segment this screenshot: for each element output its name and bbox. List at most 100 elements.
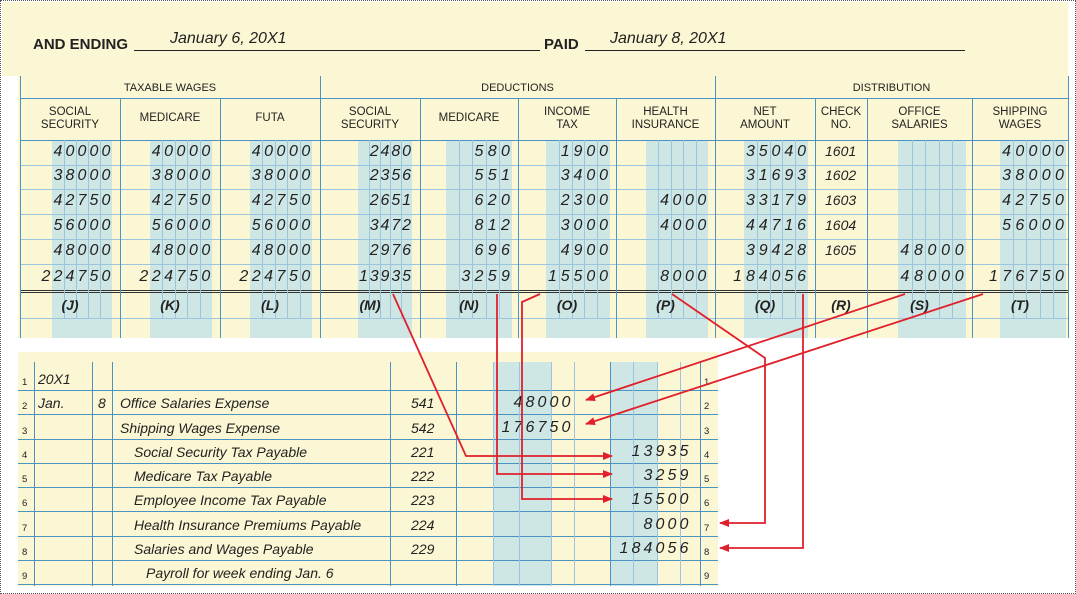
register-cell-digit: 0 — [276, 167, 286, 184]
register-cell-digit: 6 — [797, 217, 807, 234]
register-cell-digit: 3 — [573, 192, 583, 209]
register-total-rule — [20, 290, 1068, 296]
digit-divider — [472, 140, 474, 318]
register-cell-digit: 0 — [1041, 143, 1051, 160]
column-reference-letter: (L) — [261, 297, 279, 313]
register-cell-digit: 2 — [369, 242, 379, 259]
digit-divider — [938, 140, 940, 318]
arrow-income-tax — [521, 293, 613, 503]
column-header-line2: WAGES — [998, 119, 1042, 131]
journal-credit-digit: 0 — [655, 516, 665, 533]
journal-credit-digit: 0 — [667, 491, 677, 508]
register-cell-digit: 3 — [380, 167, 390, 184]
register-cell-digit: 2 — [369, 167, 379, 184]
register-total-digit: 6 — [1015, 268, 1025, 285]
register-cell-digit: 2 — [369, 192, 379, 209]
journal-credit-digit: 1 — [631, 443, 641, 460]
column-header-line1: SOCIAL — [48, 106, 92, 118]
digit-divider — [795, 140, 797, 318]
journal-debit-digit: 1 — [501, 419, 511, 436]
register-total-digit: 5 — [188, 268, 198, 285]
register-rule — [20, 140, 1068, 141]
journal-line-number: 4 — [22, 450, 28, 461]
column-header: MEDICARE — [120, 112, 220, 125]
register-rule — [20, 98, 1068, 99]
register-total-digit: 4 — [164, 268, 174, 285]
register-column-divider — [120, 98, 121, 338]
digit-divider — [925, 140, 927, 318]
digit-divider — [769, 140, 771, 318]
column-header-line1: SOCIAL — [348, 106, 392, 118]
column-header-line2: SECURITY — [40, 119, 100, 131]
register-cell-digit: 9 — [573, 143, 583, 160]
register-cell-digit: 0 — [573, 217, 583, 234]
register-cell-digit: 0 — [672, 192, 682, 209]
journal-credit-digit: 3 — [643, 443, 653, 460]
journal-debit-digit: 8 — [525, 394, 535, 411]
register-total-digit: 5 — [1041, 268, 1051, 285]
journal-line-number: 5 — [22, 474, 28, 485]
journal-credit-digit: 5 — [643, 491, 653, 508]
register-cell-digit: 9 — [784, 167, 794, 184]
register-cell-digit: 0 — [586, 217, 596, 234]
register-total-digit: 0 — [697, 268, 707, 285]
journal-debit-digit: 7 — [513, 419, 523, 436]
group-distribution: DISTRIBUTION — [852, 82, 931, 94]
register-cell-digit: 8 — [65, 242, 75, 259]
register-cell-digit: 8 — [264, 167, 274, 184]
ending-date: January 6, 20X1 — [170, 30, 287, 47]
register-cell-digit: 4 — [380, 217, 390, 234]
digit-divider — [64, 140, 65, 318]
register-total-digit: 2 — [53, 268, 63, 285]
register-cell-digit: 0 — [301, 217, 311, 234]
column-reference-letter: (Q) — [754, 297, 776, 313]
register-cell-digit: 3 — [745, 242, 755, 259]
register-cell-digit: 8 — [164, 242, 174, 259]
journal-row-rule — [18, 584, 718, 585]
digit-divider — [379, 140, 381, 318]
register-total-digit: 3 — [461, 268, 471, 285]
register-cell-digit: 0 — [1054, 192, 1064, 209]
register-cell-digit: 0 — [201, 192, 211, 209]
register-cell-digit: 0 — [176, 217, 186, 234]
register-cell-digit: 7 — [1028, 192, 1038, 209]
register-total-digit: 9 — [380, 268, 390, 285]
register-cell-digit: 6 — [474, 192, 484, 209]
journal-digit-divider — [493, 362, 494, 586]
register-cell-digit: 0 — [201, 167, 211, 184]
register-cell-digit: 9 — [797, 192, 807, 209]
register-total-digit: 2 — [251, 268, 261, 285]
register-row-rule — [20, 189, 1068, 190]
journal-account-title: Social Security Tax Payable — [134, 444, 308, 460]
column-header-line1: MEDICARE — [139, 112, 201, 124]
register-cell-digit: 8 — [264, 242, 274, 259]
column-header: CHECK NO. — [815, 106, 867, 132]
journal-line-number: 2 — [22, 401, 28, 412]
register-cell-digit: 7 — [391, 217, 401, 234]
register-cell-digit: 1604 — [825, 217, 857, 233]
register-cell-digit: 0 — [201, 242, 211, 259]
register-cell-digit: 1605 — [825, 242, 857, 258]
ending-label: AND ENDING — [33, 36, 129, 53]
column-reference-letter: (M) — [359, 297, 381, 313]
register-cell-digit: 6 — [264, 217, 274, 234]
register-cell-digit: 8 — [391, 143, 401, 160]
register-cell-digit: 0 — [1054, 217, 1064, 234]
register-cell-digit: 9 — [487, 242, 497, 259]
register-total-digit: 0 — [684, 268, 694, 285]
register-cell-digit: 0 — [954, 242, 964, 259]
register-cell-digit: 3 — [745, 143, 755, 160]
digit-divider — [683, 140, 685, 318]
register-cell-digit: 4 — [745, 217, 755, 234]
register-cell-digit: 0 — [65, 143, 75, 160]
register-cell-digit: 0 — [201, 217, 211, 234]
register-total-digit: 0 — [941, 268, 951, 285]
register-total-digit: 1 — [547, 268, 557, 285]
journal-line-number-right: 8 — [704, 547, 710, 558]
column-header-line2: INSURANCE — [631, 119, 700, 131]
register-total-digit: 1 — [733, 268, 743, 285]
journal-digit-divider — [633, 362, 634, 586]
column-reference-letter: (K) — [160, 297, 180, 313]
register-column-divider — [815, 98, 816, 338]
journal-debit-digit: 0 — [549, 394, 559, 411]
